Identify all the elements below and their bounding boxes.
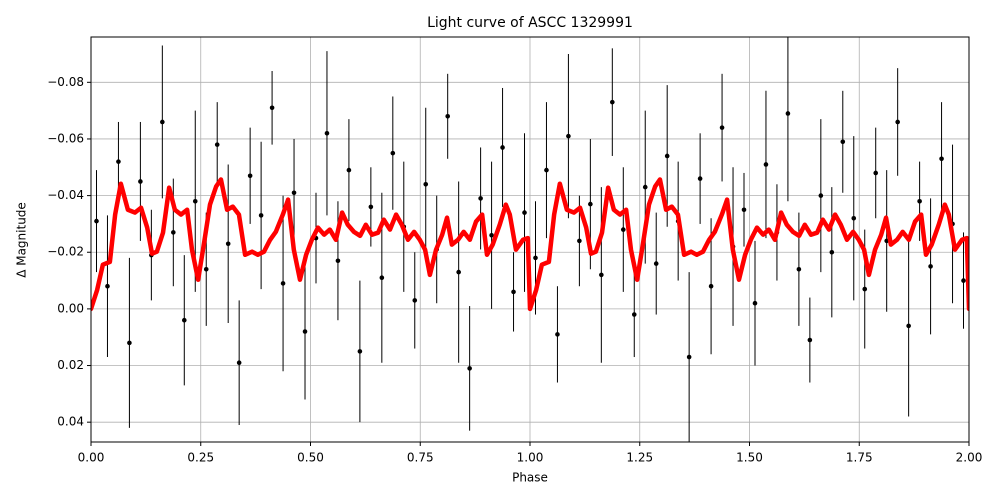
x-tick-label: 1.75 (846, 451, 873, 465)
data-point (610, 99, 615, 105)
data-point (214, 142, 220, 147)
x-tick-label: 0.25 (187, 451, 214, 465)
data-point (544, 167, 549, 173)
x-tick-label: 0.50 (297, 451, 324, 465)
data-point (752, 300, 758, 306)
y-tick-label: −0.04 (47, 188, 84, 202)
data-point (664, 153, 670, 159)
data-point (105, 283, 110, 289)
data-point (324, 130, 330, 136)
x-tick-label: 0.75 (407, 451, 434, 465)
data-point (686, 354, 692, 360)
data-point (851, 215, 857, 221)
data-point (939, 156, 944, 162)
data-point (566, 133, 571, 139)
data-point (379, 275, 385, 281)
data-point (291, 190, 297, 196)
data-point (895, 119, 900, 125)
data-point (203, 266, 209, 272)
data-point (94, 218, 99, 224)
data-point (840, 139, 846, 145)
data-point (807, 337, 813, 343)
data-point (588, 201, 593, 207)
data-point (796, 266, 802, 272)
data-point (500, 145, 505, 150)
data-point (708, 283, 714, 289)
x-tick-label: 0.00 (78, 451, 105, 465)
data-point (138, 179, 143, 184)
model-curve (91, 177, 969, 312)
data-point (346, 167, 352, 173)
data-point (456, 269, 461, 275)
data-point (269, 105, 275, 111)
data-point (511, 289, 516, 295)
data-point (192, 198, 198, 204)
data-point (489, 232, 494, 238)
data-point (697, 176, 703, 181)
data-point (478, 196, 483, 201)
data-point (335, 258, 341, 264)
y-axis-label: Δ Magnitude (15, 202, 29, 278)
data-point (653, 261, 659, 266)
data-point (116, 159, 121, 164)
data-point (280, 281, 286, 286)
data-point (599, 272, 604, 278)
data-point (368, 204, 374, 210)
data-point (357, 349, 363, 354)
y-tick-label: −0.08 (47, 75, 84, 89)
plot-area (91, 37, 969, 442)
y-tick-label: 0.00 (57, 301, 84, 315)
data-point (302, 329, 308, 334)
y-tick-label: 0.04 (57, 415, 84, 429)
data-point (873, 170, 879, 176)
data-point (533, 255, 538, 261)
data-point (555, 332, 560, 337)
data-point (620, 227, 626, 232)
axes: 0.00 0.25 0.50 0.75 1.00 1.25 1.50 1.75 2.00 −0.0… (47, 75, 982, 465)
data-point (829, 249, 835, 255)
data-point (171, 230, 176, 235)
data-point (741, 207, 747, 213)
data-point (225, 241, 231, 247)
x-tick-label: 1.00 (517, 451, 544, 465)
y-tick-label: 0.02 (57, 358, 84, 372)
data-point (862, 286, 868, 292)
data-point (423, 181, 429, 187)
data-point (236, 360, 242, 365)
data-point (631, 312, 637, 317)
data-point (906, 323, 911, 329)
data-point (961, 278, 966, 283)
data-point (522, 210, 527, 215)
data-point (445, 114, 450, 119)
data-point (577, 238, 582, 244)
x-axis-label: Phase (512, 471, 548, 485)
x-tick-label: 1.50 (736, 451, 763, 465)
data-point (917, 198, 922, 204)
data-point (719, 125, 725, 130)
x-tick-label: 2.00 (956, 451, 983, 465)
data-point (928, 264, 933, 269)
chart-title: Light curve of ASCC 1329991 (427, 15, 633, 31)
data-point (390, 150, 396, 156)
x-tick-label: 1.25 (626, 451, 653, 465)
data-point (258, 213, 264, 218)
data-point (818, 193, 824, 198)
data-point (785, 111, 791, 116)
data-point (181, 317, 187, 323)
data-point (127, 340, 132, 346)
y-tick-label: −0.02 (47, 245, 84, 259)
data-point (160, 119, 165, 125)
y-tick-label: −0.06 (47, 131, 84, 145)
data-point (412, 298, 418, 303)
data-point (763, 162, 769, 167)
data-point (247, 173, 253, 179)
data-point (642, 184, 648, 190)
data-point (467, 366, 472, 371)
